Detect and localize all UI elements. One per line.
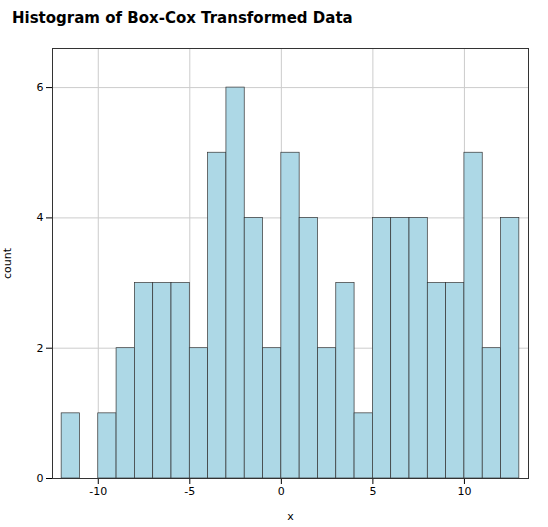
svg-text:-10: -10	[89, 485, 107, 498]
svg-text:2: 2	[37, 342, 44, 355]
svg-text:0: 0	[278, 485, 285, 498]
svg-text:count: count	[1, 247, 14, 279]
html-text:Histogram of Box-Cox Transform: Histogram of Box-Cox Transformed Data	[12, 9, 353, 27]
svg-text:0: 0	[37, 472, 44, 485]
svg-text:10: 10	[457, 485, 471, 498]
svg-text:6: 6	[37, 81, 44, 94]
svg-text:5: 5	[369, 485, 376, 498]
svg-text:4: 4	[37, 211, 44, 224]
svg-text:-5: -5	[184, 485, 195, 498]
svg-text:x: x	[287, 510, 294, 523]
